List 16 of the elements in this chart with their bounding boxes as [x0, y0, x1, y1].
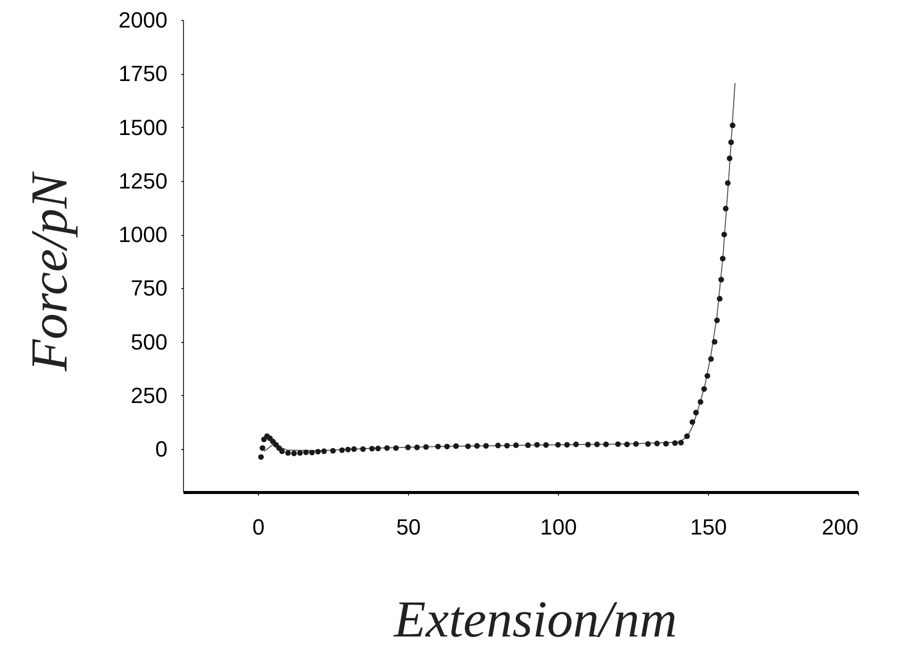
- y-tick-label: 1000: [118, 222, 168, 248]
- y-tick-label: 2000: [118, 8, 168, 32]
- y-tick-label: 750: [130, 276, 168, 301]
- x-tick-label: 100: [540, 514, 577, 540]
- x-tick-label: 200: [822, 514, 858, 540]
- x-tick-label: 0: [252, 514, 265, 540]
- y-tick-label: 500: [130, 329, 168, 354]
- x-tick-label: 50: [396, 514, 421, 540]
- x-axis-title: Extension/nm: [392, 592, 678, 645]
- y-tick-label: 1500: [118, 114, 168, 140]
- x-tick-label: 150: [690, 514, 727, 540]
- y-tick-label: 250: [130, 382, 168, 408]
- y-tick-label: 1250: [118, 168, 168, 194]
- y-tick-label: 0: [155, 436, 168, 462]
- y-axis-title: Force/pN: [22, 170, 78, 372]
- y-tick-label: 1750: [118, 61, 168, 86]
